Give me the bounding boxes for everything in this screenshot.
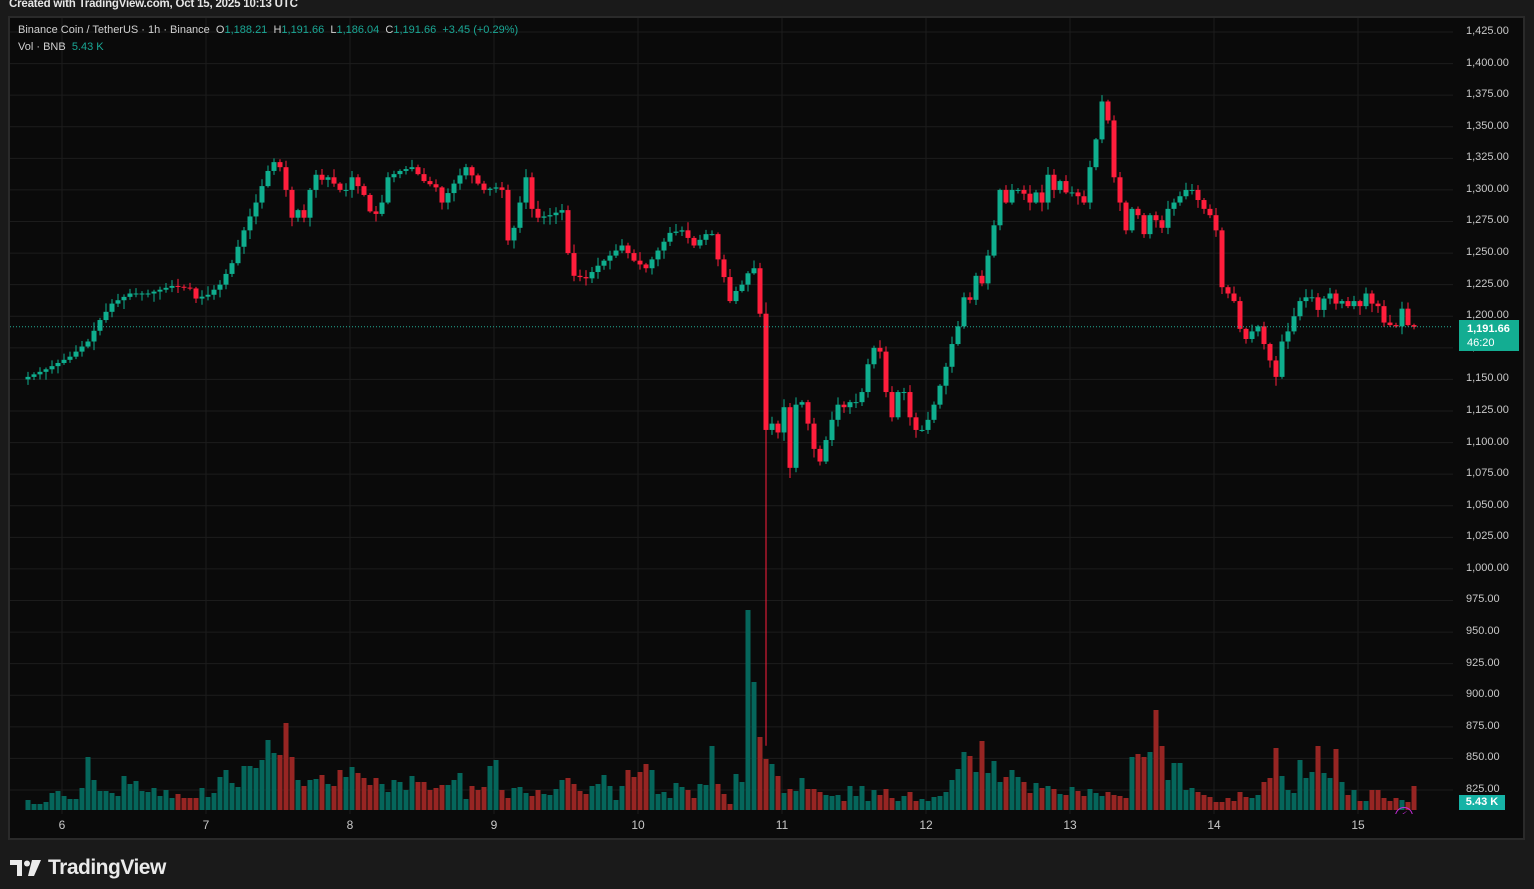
candles [25,95,1417,746]
volume-tag: 5.43 K [1459,795,1505,810]
candlestick-chart[interactable] [10,18,1453,814]
price-tick-label: 1,025.00 [1466,530,1509,543]
price-tick-label: 875.00 [1466,719,1500,732]
symbol-title[interactable]: Binance Coin / TetherUS · 1h · Binance [18,24,210,36]
price-tick-label: 1,100.00 [1466,435,1509,448]
price-tick-label: 1,225.00 [1466,277,1509,290]
price-tick-label: 925.00 [1466,656,1500,669]
price-tick-label: 1,150.00 [1466,372,1509,385]
time-tick-label: 12 [919,818,933,832]
time-axis[interactable]: 6 7 8 9 10 11 12 13 14 15 [10,814,1453,838]
price-tick-label: 900.00 [1466,688,1500,701]
price-tick-label: 1,075.00 [1466,467,1509,480]
price-axis[interactable]: 1,425.00 1,400.00 1,375.00 1,350.00 1,325.00… [1453,18,1523,814]
tradingview-logo[interactable]: TradingView [10,856,166,880]
price-tick-label: 1,200.00 [1466,309,1509,322]
last-price-value: 1,191.66 [1467,323,1510,335]
price-tick-label: 975.00 [1466,593,1500,606]
grid [10,18,1453,814]
price-tick-label: 1,425.00 [1466,25,1509,37]
price-tick-label: 1,275.00 [1466,214,1509,227]
price-tick-label: 1,125.00 [1466,403,1509,416]
volume-legend: Vol · BNB 5.43 K [18,41,104,53]
bar-countdown: 46:20 [1467,337,1495,349]
price-tick-label: 850.00 [1466,751,1500,764]
price-tick-label: 1,375.00 [1466,88,1509,101]
price-tick-label: 1,250.00 [1466,246,1509,259]
tradingview-brand: TradingView [48,856,166,879]
price-tick-label: 950.00 [1466,625,1500,638]
last-price-tag: 1,191.66 46:20 [1459,320,1519,351]
price-tick-label: 1,300.00 [1466,182,1509,195]
time-tick-label: 13 [1063,818,1077,832]
price-tick-label: 825.00 [1466,782,1500,795]
low-value: 1,186.04 [336,24,380,36]
volume-bars [25,610,1417,810]
volume-label[interactable]: Vol · BNB [18,41,66,53]
symbol-legend: Binance Coin / TetherUS · 1h · Binance O… [18,24,519,36]
price-tick-label: 1,050.00 [1466,498,1509,511]
price-tick-label: 1,325.00 [1466,151,1509,164]
price-tick-label: 1,400.00 [1466,56,1509,69]
time-tick-label: 15 [1351,818,1365,832]
time-tick-label: 9 [490,818,498,832]
time-tick-label: 11 [775,818,789,832]
time-tick-label: 14 [1207,818,1221,832]
time-tick-label: 7 [202,818,210,832]
time-tick-label: 6 [58,818,66,832]
footer: TradingView [0,840,1534,889]
created-caption: Created with TradingView.com, Oct 15, 20… [9,0,298,10]
high-value: 1,191.66 [281,24,325,36]
time-tick-label: 8 [346,818,354,832]
tradingview-logo-icon [10,860,41,876]
price-tick-label: 1,350.00 [1466,119,1509,132]
close-value: 1,191.66 [393,24,437,36]
top-bar: Created with TradingView.com, Oct 15, 20… [0,0,1534,16]
volume-value: 5.43 K [71,41,104,53]
chart-plot-area[interactable]: Binance Coin / TetherUS · 1h · Binance O… [10,18,1453,814]
price-tick-label: 1,000.00 [1466,561,1509,574]
change-value: +3.45 (+0.29%) [442,24,519,36]
open-value: 1,188.21 [224,24,268,36]
time-tick-label: 10 [631,818,645,832]
